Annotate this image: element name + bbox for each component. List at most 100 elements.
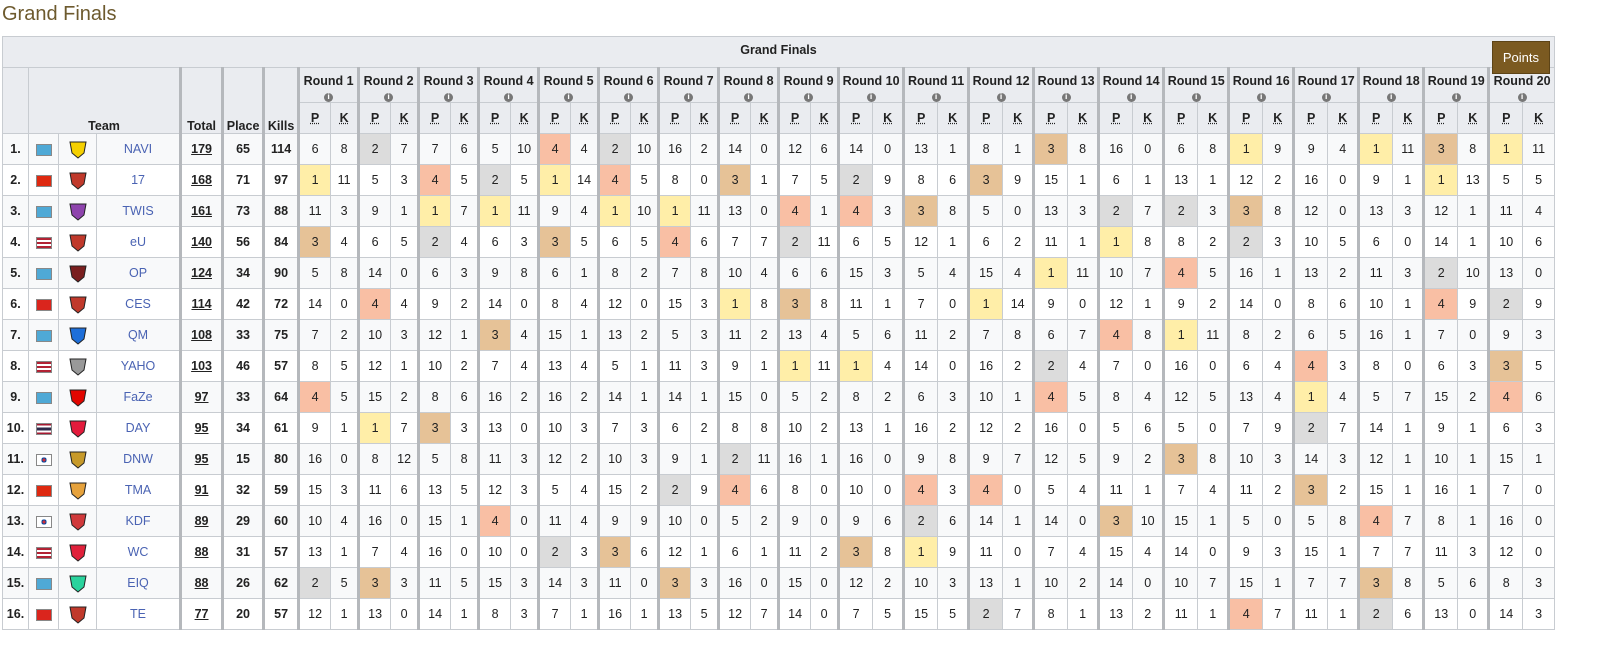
team-logo-icon[interactable] [67,603,89,625]
info-icon[interactable]: i [1321,93,1331,102]
team-logo-icon[interactable] [67,386,89,408]
team-link[interactable]: YAHO [120,359,156,373]
placement-subheader[interactable]: P [537,102,572,134]
kills-subheader[interactable]: K [1002,102,1035,134]
team-link[interactable]: eU [130,235,147,249]
kills-subheader[interactable]: K [390,102,420,134]
info-icon[interactable]: i [624,93,634,102]
total-points-cell[interactable]: 124 [179,257,224,289]
team-logo-icon[interactable] [67,138,89,160]
team-link[interactable]: TWIS [122,204,154,218]
kills-subheader[interactable]: K [750,102,780,134]
placement-subheader[interactable]: P [597,102,632,134]
placement-subheader[interactable]: P [1097,102,1134,134]
placement-subheader[interactable]: P [1227,102,1264,134]
kills-subheader[interactable]: K [1327,102,1360,134]
team-logo-icon[interactable] [67,200,89,222]
kills-subheader[interactable]: K [1522,102,1555,134]
team-link[interactable]: OP [129,266,148,280]
team-link[interactable]: TE [130,607,147,621]
placement-subheader[interactable]: P [1162,102,1199,134]
kills-subheader[interactable]: K [1262,102,1295,134]
info-icon[interactable]: i [1126,93,1136,102]
team-logo-icon[interactable] [67,231,89,253]
team-link[interactable]: DAY [125,421,151,435]
team-logo-icon[interactable] [67,324,89,346]
total-points-cell[interactable]: 95 [179,443,224,475]
kills-subheader[interactable]: K [937,102,970,134]
info-icon[interactable]: i [996,93,1006,102]
kills-subheader[interactable]: K [570,102,600,134]
kills-subheader[interactable]: K [872,102,905,134]
info-icon[interactable]: i [744,93,754,102]
team-link[interactable]: CES [125,297,151,311]
placement-subheader[interactable]: P [1292,102,1329,134]
placement-subheader[interactable]: P [477,102,512,134]
placement-subheader[interactable]: P [417,102,452,134]
total-points-cell[interactable]: 114 [179,288,224,320]
team-logo-icon[interactable] [67,479,89,501]
total-points-cell[interactable]: 95 [179,412,224,444]
placement-subheader[interactable]: P [777,102,812,134]
info-icon[interactable]: i [866,93,876,102]
total-points-cell[interactable]: 168 [179,164,224,196]
team-logo-icon[interactable] [67,293,89,315]
total-points-cell[interactable]: 103 [179,350,224,382]
team-link[interactable]: QM [127,328,149,342]
kills-subheader[interactable]: K [450,102,480,134]
team-link[interactable]: FaZe [123,390,153,404]
team-logo-icon[interactable] [67,448,89,470]
kills-subheader[interactable]: K [330,102,360,134]
points-button[interactable]: Points [1491,41,1550,74]
total-points-cell[interactable]: 179 [179,133,224,165]
info-icon[interactable]: i [1256,93,1266,102]
kills-subheader[interactable]: K [810,102,840,134]
team-link[interactable]: NAVI [123,142,153,156]
team-link[interactable]: KDF [125,514,151,528]
info-icon[interactable]: i [804,93,814,102]
kills-subheader[interactable]: K [510,102,540,134]
kills-subheader[interactable]: K [1067,102,1100,134]
kills-header[interactable]: Kills [262,67,300,134]
placement-subheader[interactable]: P [967,102,1004,134]
placement-subheader[interactable]: P [902,102,939,134]
kills-subheader[interactable]: K [630,102,660,134]
place-header[interactable]: Place [221,67,265,134]
placement-subheader[interactable]: P [1357,102,1394,134]
team-link[interactable]: WC [127,545,149,559]
total-points-cell[interactable]: 108 [179,319,224,351]
kills-subheader[interactable]: K [1197,102,1230,134]
total-points-cell[interactable]: 161 [179,195,224,227]
info-icon[interactable]: i [1451,93,1461,102]
total-points-cell[interactable]: 97 [179,381,224,413]
info-icon[interactable]: i [504,93,514,102]
placement-subheader[interactable]: P [357,102,392,134]
info-icon[interactable]: i [1061,93,1071,102]
team-link[interactable]: TMA [124,483,152,497]
total-points-cell[interactable]: 91 [179,474,224,506]
team-logo-icon[interactable] [67,355,89,377]
info-icon[interactable]: i [324,93,334,102]
kills-subheader[interactable]: K [1457,102,1490,134]
total-points-cell[interactable]: 140 [179,226,224,258]
team-link[interactable]: 17 [131,173,145,187]
info-icon[interactable]: i [931,93,941,102]
placement-subheader[interactable]: P [657,102,692,134]
placement-subheader[interactable]: P [837,102,874,134]
info-icon[interactable]: i [564,93,574,102]
info-icon[interactable]: i [1191,93,1201,102]
placement-subheader[interactable]: P [1422,102,1459,134]
team-logo-icon[interactable] [67,417,89,439]
placement-subheader[interactable]: P [1487,102,1524,134]
team-link[interactable]: DNW [123,452,153,466]
placement-subheader[interactable]: P [1032,102,1069,134]
team-logo-icon[interactable] [67,169,89,191]
total-points-cell[interactable]: 89 [179,505,224,537]
info-icon[interactable]: i [444,93,454,102]
team-logo-icon[interactable] [67,262,89,284]
total-points-cell[interactable]: 77 [179,598,224,630]
team-logo-icon[interactable] [67,541,89,563]
info-icon[interactable]: i [384,93,394,102]
kills-subheader[interactable]: K [1392,102,1425,134]
placement-subheader[interactable]: P [717,102,752,134]
